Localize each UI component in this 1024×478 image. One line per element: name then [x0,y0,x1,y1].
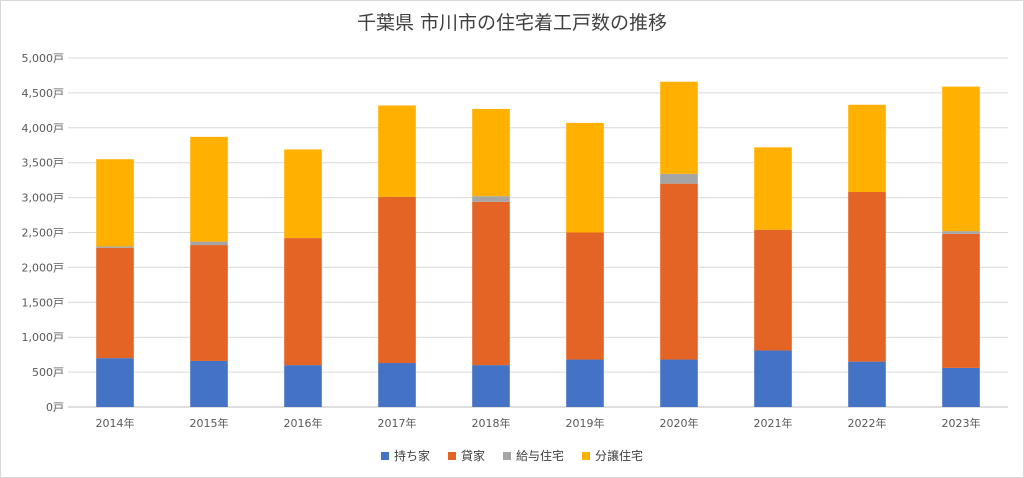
x-tick-label: 2017年 [378,416,417,430]
bar-segment [378,196,416,364]
x-tick-label: 2021年 [754,416,793,430]
bar-segment [660,81,698,174]
bar-segment [378,363,416,407]
bar-segment [472,108,510,197]
bar-segment [472,201,510,366]
legend-swatch-owned-house [380,451,389,460]
y-tick-label: 0戸 [46,401,64,414]
y-tick-label: 4,000戸 [22,122,65,135]
y-tick-label: 3,000戸 [22,192,65,205]
bar-segment [566,232,604,360]
legend-item-rental: 貸家 [447,447,485,464]
bar-segment [96,247,134,359]
bar-segment [96,358,134,407]
bar-segment [284,365,322,407]
bar-segment [190,241,228,246]
bar-segment [190,136,228,242]
x-tick-label: 2020年 [660,416,699,430]
x-tick-label: 2015年 [190,416,229,430]
x-tick-label: 2022年 [848,416,887,430]
chart-legend: 持ち家 貸家 給与住宅 分譲住宅 [0,447,1024,464]
y-tick-label: 2,500戸 [22,227,65,240]
bar-segment [190,245,228,361]
legend-label-rental: 貸家 [460,449,485,463]
y-tick-label: 500戸 [32,366,64,379]
y-tick-label: 4,500戸 [22,87,65,100]
x-tick-label: 2019年 [566,416,605,430]
legend-item-company-housing: 給与住宅 [503,447,564,464]
bar-segment [942,367,980,407]
bar-segment [190,360,228,407]
bar-segment [754,350,792,407]
bar-segment [378,105,416,197]
bar-segment [284,149,322,239]
legend-swatch-company-housing [503,451,511,460]
bar-segment [848,192,886,362]
bar-segment [472,365,510,407]
bar-segment [472,196,510,202]
bar-segment [942,233,980,368]
x-tick-label: 2014年 [96,416,135,430]
legend-label-condo-for-sale: 分譲住宅 [595,449,644,463]
y-tick-label: 1,000戸 [22,331,65,344]
y-tick-label: 5,000戸 [22,52,65,65]
bar-segment [848,104,886,193]
bar-segment [754,147,792,230]
bar-segment [566,359,604,407]
legend-label-owned-house: 持ち家 [393,449,430,463]
x-tick-label: 2023年 [942,416,981,430]
chart-title: 千葉県 市川市の住宅着工戸数の推移 [356,12,668,34]
legend-label-company-housing: 給与住宅 [516,449,565,463]
x-tick-label: 2016年 [284,416,323,430]
bar-segment [566,122,604,233]
bar-segment [848,361,886,407]
bar-segment [660,183,698,360]
bar-segment [942,231,980,234]
y-tick-label: 2,000戸 [22,261,65,274]
legend-swatch-rental [447,451,456,460]
legend-item-condo-for-sale: 分譲住宅 [582,447,643,464]
bar-segment [284,238,322,366]
y-tick-label: 1,500戸 [22,296,65,309]
y-tick-label: 3,500戸 [22,157,65,170]
bar-segment [660,359,698,407]
bar-segment [660,173,698,184]
bar-segment [942,86,980,232]
bar-segment [754,229,792,351]
x-tick-label: 2018年 [472,416,511,430]
legend-item-owned-house: 持ち家 [380,447,430,464]
bar-segment [96,159,134,247]
legend-swatch-condo-for-sale [582,451,591,460]
bar-segment [96,246,134,248]
